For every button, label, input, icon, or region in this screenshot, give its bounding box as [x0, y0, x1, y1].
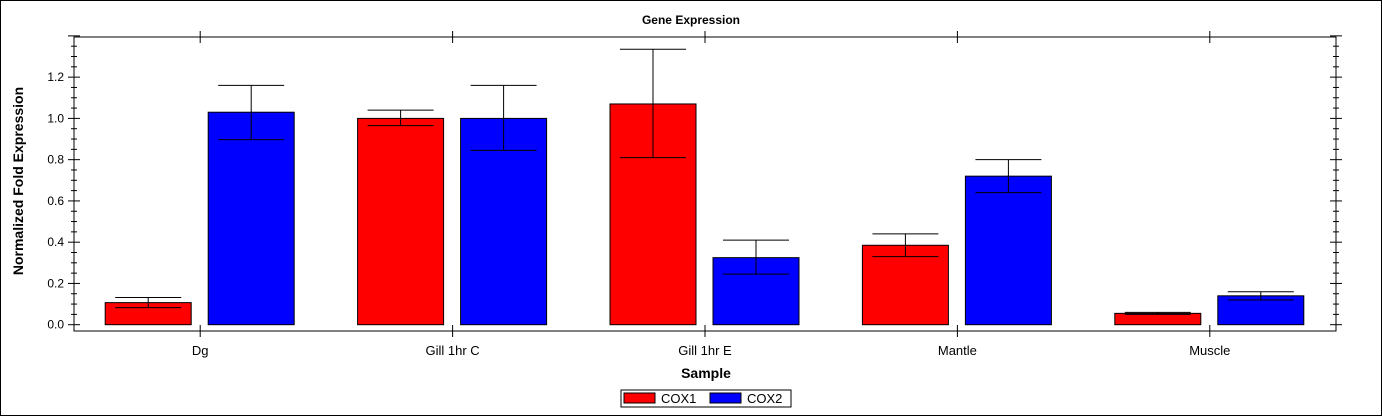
x-axis-label: Sample	[681, 365, 731, 381]
y-axis-label: Normalized Fold Expression	[10, 87, 26, 275]
y-tick-label: 0.2	[47, 276, 64, 290]
y-tick-label: 0.0	[47, 318, 64, 332]
bar-cox1	[1114, 312, 1202, 326]
bar-cox2	[964, 175, 1052, 326]
legend-swatch-cox1	[623, 392, 656, 404]
bar-cox1	[861, 244, 949, 326]
y-tick-label: 0.4	[47, 235, 64, 249]
legend-label: COX1	[661, 391, 696, 406]
legend-swatch-cox2	[709, 392, 742, 404]
x-tick-label: Gill 1hr C	[426, 343, 480, 358]
bar-cox2	[460, 117, 548, 326]
x-tick-label: Mantle	[938, 343, 977, 358]
x-tick-label: Dg	[192, 343, 209, 358]
y-tick-label: 0.6	[47, 194, 64, 208]
bar-cox2	[207, 111, 295, 326]
bar-cox1	[357, 117, 445, 326]
legend-box	[620, 389, 792, 408]
x-tick-label: Gill 1hr E	[678, 343, 732, 358]
chart-title: Gene Expression	[642, 13, 740, 27]
legend: COX1 COX2	[620, 389, 792, 408]
x-tick-label: Muscle	[1189, 343, 1230, 358]
y-tick-label: 0.8	[47, 153, 64, 167]
legend-label: COX2	[747, 391, 782, 406]
bar-cox2	[1217, 295, 1305, 326]
y-tick-label: 1.0	[47, 111, 64, 125]
y-tick-label: 1.2	[47, 70, 64, 84]
